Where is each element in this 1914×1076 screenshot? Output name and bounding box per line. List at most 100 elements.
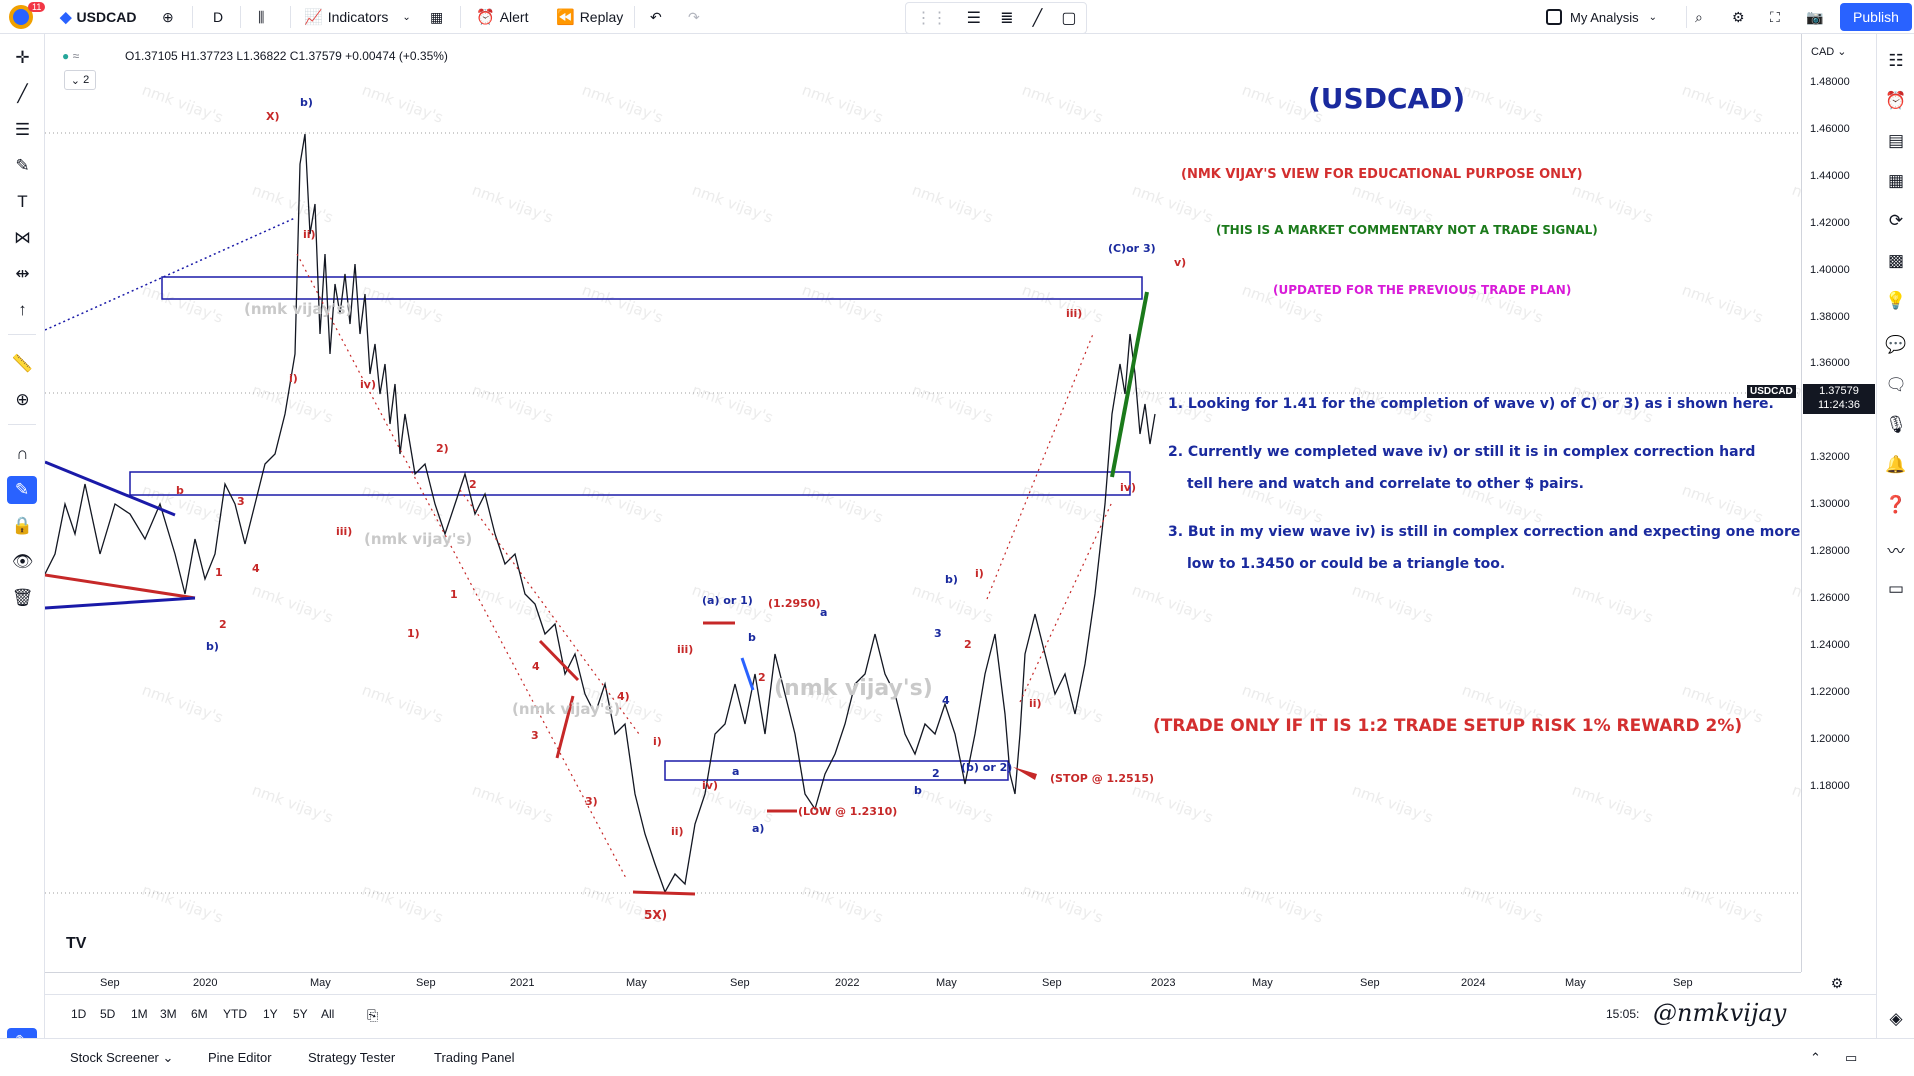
trend-line-icon[interactable]: ╱ xyxy=(17,84,28,103)
price-axis[interactable]: CAD ⌄ 1.48000 1.46000 1.44000 1.42000 1.4000… xyxy=(1747,34,1876,972)
settings-button[interactable]: ⚙ xyxy=(1732,0,1745,34)
drag-handle-icon[interactable]: ⋮⋮ xyxy=(915,10,948,27)
layout-menu[interactable]: My Analysis ⌄ xyxy=(1546,0,1657,34)
ruler-icon[interactable]: 📏 xyxy=(11,354,34,373)
collapse-panel-icon[interactable]: ⌃ xyxy=(1810,1050,1821,1065)
alerts-clock-icon[interactable]: ⏰ xyxy=(1885,91,1907,110)
search-button[interactable]: ⌕ xyxy=(1695,0,1703,34)
brush-icon[interactable]: ✎ xyxy=(15,156,30,175)
triangle-line-lower[interactable] xyxy=(45,573,196,600)
indicators-button[interactable]: 📈 Indicators ⌄ xyxy=(304,0,411,34)
alert-button[interactable]: ⏰ Alert xyxy=(476,0,528,34)
watermark-text: nmk vijay's xyxy=(1680,281,1766,327)
templates-button[interactable]: ▦ xyxy=(430,0,443,34)
dotted-channel-line-b[interactable] xyxy=(459,489,640,735)
dotted-trend-line-blue[interactable] xyxy=(45,217,296,331)
indicators-collapse-button[interactable]: ⌄ 2 xyxy=(64,70,96,90)
bottom-tab-pine-editor[interactable]: Pine Editor xyxy=(208,1050,272,1065)
arrow-up-icon[interactable]: ↑ xyxy=(18,300,27,319)
watchlist-icon[interactable]: ☷ xyxy=(1888,51,1904,70)
level-marker-low-5x[interactable] xyxy=(632,890,696,896)
consolidation-zone-box[interactable] xyxy=(664,760,1009,781)
undo-button[interactable]: ↶ xyxy=(650,0,662,34)
trash-icon[interactable]: 🗑 xyxy=(11,588,34,607)
watermark-text: nmk vijay's xyxy=(1680,481,1766,527)
bottom-tab-stock-screener[interactable]: Stock Screener ⌄ xyxy=(70,1050,174,1065)
data-window-icon[interactable]: ▤ xyxy=(1887,131,1905,150)
ideas-bulb-icon[interactable]: 💡 xyxy=(1885,291,1907,310)
bottom-tab-trading-panel[interactable]: Trading Panel xyxy=(434,1050,515,1065)
eye-icon[interactable]: 👁 xyxy=(11,552,34,571)
goto-date-icon[interactable]: ⎘ xyxy=(367,1007,379,1023)
hotlist-icon[interactable]: ▦ xyxy=(1887,171,1905,190)
price-chart[interactable]: nmk vijay's nmk vijay's nmk vijay's nmk vij… xyxy=(45,34,1801,972)
symbol-search-button[interactable]: ◆ USDCAD xyxy=(60,0,136,34)
range-button-1m[interactable]: 1M xyxy=(131,1007,148,1021)
support-zone-box[interactable] xyxy=(129,471,1131,496)
time-axis[interactable]: Sep 2020 May Sep 2021 May Sep 2022 May Sep 2023 May… xyxy=(45,972,1801,994)
range-button-6m[interactable]: 6M xyxy=(191,1007,208,1021)
range-button-1d[interactable]: 1D xyxy=(71,1007,87,1021)
tags-icon[interactable]: ◈ xyxy=(1889,1009,1903,1028)
clock-readout[interactable]: 15:05: xyxy=(1606,1007,1640,1021)
publish-button[interactable]: Publish xyxy=(1840,3,1912,31)
notifications-icon[interactable]: 🔔 xyxy=(1885,455,1907,474)
settings-wave-icon[interactable]: ≈ xyxy=(72,49,80,63)
indicator-count: 2 xyxy=(83,74,90,86)
snapshot-button[interactable]: 📷 xyxy=(1806,0,1823,34)
resistance-zone-box[interactable] xyxy=(161,276,1143,300)
triangle-line-upper[interactable] xyxy=(45,460,176,517)
help-icon[interactable]: ❓ xyxy=(1885,495,1907,514)
series-visibility-icons[interactable]: ● ≈ xyxy=(62,49,79,63)
axis-settings-gear-icon[interactable]: ⚙ xyxy=(1830,974,1844,991)
chart-type-button[interactable]: ⫼ xyxy=(258,0,264,34)
timeframe-button[interactable]: D xyxy=(213,9,224,25)
wedge-line-upper[interactable] xyxy=(538,639,580,682)
pencil-icon[interactable]: ╱ xyxy=(1032,10,1043,27)
pattern-icon[interactable]: ⋈ xyxy=(14,228,31,247)
projection-line-green[interactable] xyxy=(1110,291,1149,478)
dotted-channel-line-a[interactable] xyxy=(296,253,628,881)
text-icon[interactable]: T xyxy=(17,192,28,211)
ticker-icon[interactable]: 〰 xyxy=(1887,541,1905,561)
watermark-text: nmk vijay's xyxy=(1020,81,1106,127)
currency-label[interactable]: CAD ⌄ xyxy=(1811,46,1847,58)
maximize-panel-icon[interactable]: ▭ xyxy=(1845,1050,1858,1065)
compare-add-button[interactable]: ⊕ xyxy=(162,0,174,34)
crosshair-icon[interactable]: ✛ xyxy=(15,48,30,67)
zoom-in-icon[interactable]: ⊕ xyxy=(15,390,30,409)
lock-icon[interactable]: 🔒 xyxy=(11,516,34,535)
calendar-icon[interactable]: ⟳ xyxy=(1888,211,1904,230)
range-button-5d[interactable]: 5D xyxy=(100,1007,116,1021)
chevron-down-icon: ⌄ xyxy=(402,11,411,23)
prediction-icon[interactable]: ⇹ xyxy=(15,264,30,283)
wave-label-b-or-2: (b) or 2) xyxy=(961,761,1013,774)
dom-icon[interactable]: ▭ xyxy=(1887,579,1905,598)
frame-icon[interactable]: ▢ xyxy=(1061,10,1077,27)
range-button-all[interactable]: All xyxy=(321,1007,335,1021)
range-button-1y[interactable]: 1Y xyxy=(263,1007,278,1021)
redo-button[interactable]: ↷ xyxy=(688,0,700,34)
horizontal-lines-icon[interactable]: ☰ xyxy=(14,120,31,139)
stay-drawing-icon[interactable]: ✎ xyxy=(7,476,37,504)
bottom-tab-strategy-tester[interactable]: Strategy Tester xyxy=(308,1050,396,1065)
tradingview-logo-icon[interactable] xyxy=(8,0,34,34)
chat-icon[interactable]: 💬 xyxy=(1885,335,1907,354)
range-button-3m[interactable]: 3M xyxy=(160,1007,177,1021)
dotted-channel-line-d[interactable] xyxy=(1019,501,1113,703)
dotted-channel-line-c[interactable] xyxy=(986,333,1094,600)
range-button-5y[interactable]: 5Y xyxy=(293,1007,308,1021)
replay-button[interactable]: ⏪ Replay xyxy=(556,0,623,34)
wedge-line-lower[interactable] xyxy=(555,695,575,759)
chats-icon[interactable]: 🗨 xyxy=(1885,375,1907,394)
range-button-ytd[interactable]: YTD xyxy=(223,1007,247,1021)
eye-icon[interactable]: ● xyxy=(62,49,70,63)
line-width-icon[interactable]: ≣ xyxy=(1000,10,1014,27)
indicators-label: Indicators xyxy=(327,9,389,25)
streams-icon[interactable]: 🎙 xyxy=(1885,415,1907,434)
calendar-grid-icon[interactable]: ▩ xyxy=(1887,251,1905,270)
magnet-icon[interactable]: ∩ xyxy=(16,444,29,463)
lines-style-icon[interactable]: ☰ xyxy=(966,10,981,27)
triangle-line-base[interactable] xyxy=(45,596,196,610)
fullscreen-button[interactable]: ⛶ xyxy=(1770,0,1780,34)
